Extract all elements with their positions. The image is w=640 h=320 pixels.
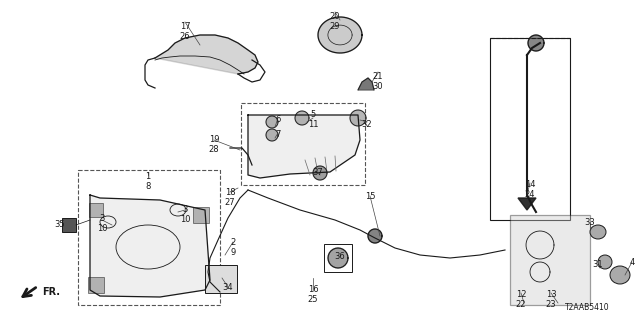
Bar [510,215,590,305]
Bar [205,265,237,293]
Ellipse shape [598,255,612,269]
Bar [78,170,220,305]
Text: 34: 34 [223,283,234,292]
Polygon shape [318,17,362,53]
Text: 36: 36 [335,252,346,261]
Text: T2AAB5410: T2AAB5410 [565,303,610,312]
Bar [241,103,365,185]
Bar [324,244,352,272]
Text: 5
11: 5 11 [308,110,318,129]
Text: 15: 15 [365,192,375,201]
Text: 37: 37 [312,168,323,177]
Polygon shape [248,115,360,178]
Text: 18
27: 18 27 [225,188,236,207]
Polygon shape [518,198,536,210]
Text: 6: 6 [275,115,281,124]
Text: 3
10: 3 10 [180,205,190,224]
Text: 13
23: 13 23 [546,290,556,309]
Text: 32: 32 [362,120,372,129]
Bar [490,38,570,220]
Text: 31: 31 [593,260,604,269]
Bar [62,218,76,232]
Text: 16
25: 16 25 [308,285,318,304]
Text: 7: 7 [275,130,281,139]
Text: 14
24: 14 24 [525,180,535,199]
Text: 2
9: 2 9 [230,238,236,257]
Text: 19
28: 19 28 [209,135,220,154]
Text: 20
29: 20 29 [330,12,340,31]
Bar [89,203,103,217]
Text: 35: 35 [54,220,65,229]
Polygon shape [328,248,348,268]
Polygon shape [358,78,374,90]
Polygon shape [266,116,278,128]
Polygon shape [295,111,309,125]
Text: FR.: FR. [42,287,60,297]
Text: 1
8: 1 8 [145,172,150,191]
Text: 4: 4 [629,258,635,267]
Text: 12
22: 12 22 [516,290,526,309]
Text: 33: 33 [584,218,595,227]
Polygon shape [368,229,382,243]
Bar [88,277,104,293]
Polygon shape [313,166,327,180]
Polygon shape [155,35,258,74]
Bar [193,207,209,223]
Text: 3
10: 3 10 [97,214,108,233]
Ellipse shape [590,225,606,239]
Text: 17
26: 17 26 [180,22,190,41]
Polygon shape [528,35,544,51]
Text: 21
30: 21 30 [372,72,383,91]
Polygon shape [90,195,210,297]
Polygon shape [266,129,278,141]
Polygon shape [350,110,366,126]
Ellipse shape [610,266,630,284]
